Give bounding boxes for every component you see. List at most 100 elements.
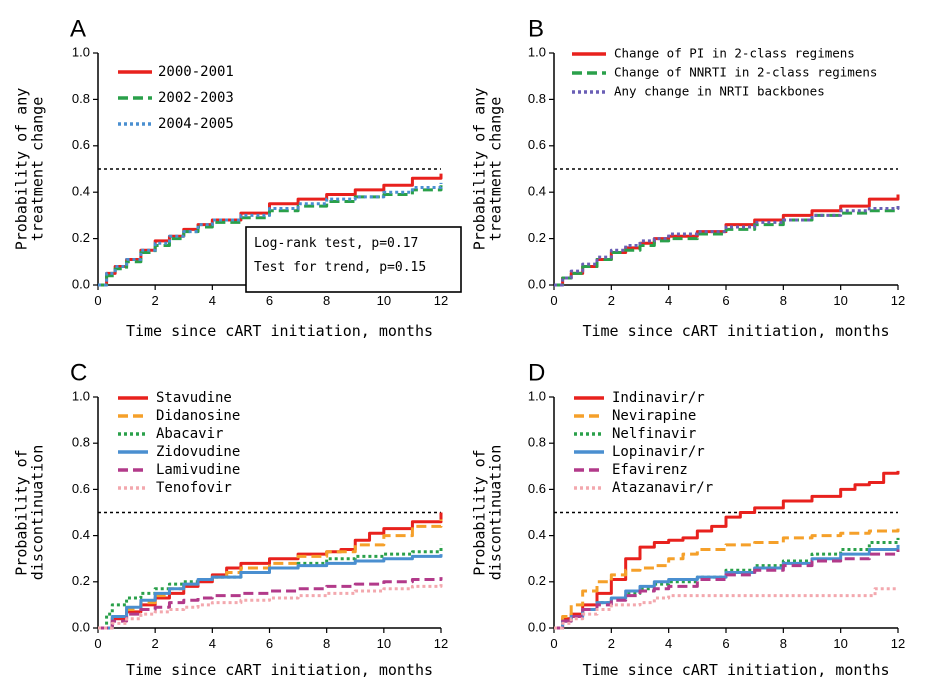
panel-b-x-tick-label: 4 xyxy=(665,293,672,308)
panel-b-y-tick-label: 1.0 xyxy=(528,44,546,59)
panel-c-legend-label: Lamivudine xyxy=(156,462,240,478)
panel-d-x-tick-label: 2 xyxy=(608,636,615,651)
panel-d-y-axis-label: discontinuation xyxy=(487,445,505,580)
panel-d-x-tick-label: 8 xyxy=(780,636,787,651)
panel-c-series-line xyxy=(98,584,443,630)
panel-c-letter: C xyxy=(70,359,87,386)
panel-a-y-axis-label: treatment change xyxy=(29,97,47,242)
panel-c-y-tick-label: 0.4 xyxy=(72,527,90,542)
panel-c-y-tick-label: 0.8 xyxy=(72,435,90,450)
panel-d-y-tick-label: 0.4 xyxy=(528,527,546,542)
panel-d-y-tick-label: 0.2 xyxy=(528,573,546,588)
panel-d-y-tick-label: 0.8 xyxy=(528,435,546,450)
panel-d-series-line xyxy=(554,528,900,630)
panel-b-series-line xyxy=(554,206,900,287)
panel-b-y-tick-label: 0.0 xyxy=(528,276,546,291)
panel-a-x-axis-label: Time since cART initiation, months xyxy=(126,322,433,340)
panel-a-annotation-text: Log-rank test, p=0.17 xyxy=(254,236,418,251)
panel-a-x-tick-label: 4 xyxy=(209,293,216,308)
panel-d-series-line xyxy=(554,587,898,630)
panel-b-x-tick-label: 6 xyxy=(722,293,729,308)
panel-d-y-axis-label: Probability of xyxy=(471,449,489,575)
panel-b-legend-label: Change of NNRTI in 2-class regimens xyxy=(614,65,877,80)
panel-c-y-tick-label: 0.2 xyxy=(72,573,90,588)
panel-d-x-tick-label: 6 xyxy=(722,636,729,651)
panel-c-legend-label: Stavudine xyxy=(156,390,232,406)
panel-a-letter: A xyxy=(70,15,86,42)
panel-d-legend-label: Efavirenz xyxy=(612,462,688,478)
panel-c-y-tick-label: 1.0 xyxy=(72,388,90,403)
panel-d-letter: D xyxy=(528,359,545,386)
panel-c-x-axis-label: Time since cART initiation, months xyxy=(126,661,433,678)
panel-b-legend-label: Change of PI in 2-class regimens xyxy=(614,46,855,61)
panel-b-x-tick-label: 0 xyxy=(550,293,557,308)
panel-c-y-axis-label: Probability of xyxy=(13,449,31,575)
panel-b-x-tick-label: 8 xyxy=(780,293,787,308)
panel-c-legend-label: Didanosine xyxy=(156,408,240,424)
panel-a-annotation-box xyxy=(245,226,462,293)
panel-a-legend-label: 2000-2001 xyxy=(158,64,234,80)
panel-b-x-axis-label: Time since cART initiation, months xyxy=(582,322,889,340)
panel-b-series-line xyxy=(554,203,900,287)
panel-c-series-line xyxy=(98,554,443,630)
panel-d-series-line xyxy=(554,470,900,630)
panel-b-y-tick-label: 0.2 xyxy=(528,230,546,245)
panel-d-legend-label: Nelfinavir xyxy=(612,426,696,442)
panel-b-x-tick-label: 2 xyxy=(608,293,615,308)
panel-d-x-tick-label: 4 xyxy=(665,636,672,651)
panel-d-legend-label: Indinavir/r xyxy=(612,390,705,406)
panel-a-x-tick-label: 10 xyxy=(377,293,391,308)
panel-b-legend-label: Any change in NRTI backbones xyxy=(614,84,825,99)
panel-d-x-axis-label: Time since cART initiation, months xyxy=(582,661,889,678)
panel-b-y-axis-label: treatment change xyxy=(487,97,505,242)
panel-b-letter: B xyxy=(528,15,544,42)
panel-d-series-line xyxy=(554,549,900,630)
panel-c-x-tick-label: 10 xyxy=(377,636,391,651)
panel-a-legend-label: 2002-2003 xyxy=(158,90,234,106)
panel-b-y-tick-label: 0.4 xyxy=(528,184,546,199)
panel-d-y-tick-label: 1.0 xyxy=(528,388,546,403)
panel-a-y-tick-label: 0.6 xyxy=(72,137,90,152)
panel-c-y-tick-label: 0.0 xyxy=(72,619,90,634)
panel-a-y-tick-label: 0.0 xyxy=(72,276,90,291)
panel-c-legend-label: Tenofovir xyxy=(156,480,232,496)
panel-b-x-tick-label: 10 xyxy=(833,293,847,308)
panel-b-y-tick-label: 0.8 xyxy=(528,91,546,106)
panel-b-series-line xyxy=(554,194,900,287)
panel-c-x-tick-label: 8 xyxy=(323,636,330,651)
panel-d-y-tick-label: 0.6 xyxy=(528,481,546,496)
panel-d-series-line xyxy=(554,544,900,630)
panel-c-series-line xyxy=(98,577,443,630)
panel-d-x-tick-label: 10 xyxy=(833,636,847,651)
panel-d-y-tick-label: 0.0 xyxy=(528,619,546,634)
panel-a-x-tick-label: 0 xyxy=(94,293,101,308)
panel-c-legend-label: Abacavir xyxy=(156,426,223,442)
panel-a-x-tick-label: 2 xyxy=(152,293,159,308)
panel-b-y-tick-label: 0.6 xyxy=(528,137,546,152)
panel-a-y-tick-label: 0.4 xyxy=(72,184,90,199)
panel-b-x-tick-label: 12 xyxy=(891,293,905,308)
panel-a-x-tick-label: 12 xyxy=(434,293,448,308)
panel-d-legend-label: Atazanavir/r xyxy=(612,480,713,496)
panel-a-y-axis-label: Probability of any xyxy=(13,88,31,251)
panel-a-legend-label: 2004-2005 xyxy=(158,116,234,132)
panel-c-x-tick-label: 12 xyxy=(434,636,448,651)
panel-d-x-tick-label: 0 xyxy=(550,636,557,651)
panel-a-x-tick-label: 6 xyxy=(266,293,273,308)
panel-a-y-tick-label: 0.8 xyxy=(72,91,90,106)
panel-c-x-tick-label: 6 xyxy=(266,636,273,651)
panel-c-x-tick-label: 0 xyxy=(94,636,101,651)
panel-c-y-tick-label: 0.6 xyxy=(72,481,90,496)
panel-a-series-line xyxy=(98,182,443,287)
panel-a-annotation-text: Test for trend, p=0.15 xyxy=(254,260,426,275)
panel-c-x-tick-label: 2 xyxy=(152,636,159,651)
panel-a-y-tick-label: 0.2 xyxy=(72,230,90,245)
panel-d-legend-label: Lopinavir/r xyxy=(612,444,705,460)
panel-b-y-axis-label: Probability of any xyxy=(471,88,489,251)
panel-c-legend-label: Zidovudine xyxy=(156,444,240,460)
panel-a-y-tick-label: 1.0 xyxy=(72,44,90,59)
panel-d-legend-label: Nevirapine xyxy=(612,408,696,424)
panel-c-y-axis-label: discontinuation xyxy=(29,445,47,580)
panel-d-x-tick-label: 12 xyxy=(891,636,905,651)
